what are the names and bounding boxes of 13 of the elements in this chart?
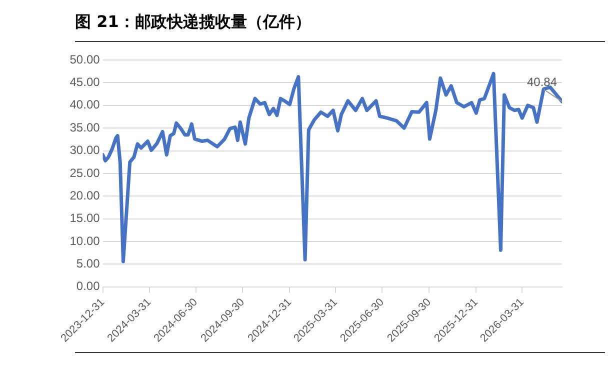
y-tick-label: 5.00 xyxy=(76,256,100,271)
y-tick-label: 35.00 xyxy=(70,120,100,134)
y-tick-label: 20.00 xyxy=(70,188,100,202)
y-tick-label: 50.00 xyxy=(70,52,100,66)
y-tick-label: 45.00 xyxy=(70,75,100,89)
y-tick-label: 40.00 xyxy=(70,98,100,112)
y-tick-label: 15.00 xyxy=(70,211,100,226)
y-tick-label: 25.00 xyxy=(70,166,100,180)
y-tick-label: 0.00 xyxy=(76,279,100,294)
annotation: 40.84 xyxy=(526,74,558,89)
chart-title: 图 21：邮政快递揽收量（亿件） xyxy=(75,12,605,42)
y-tick-label: 10.00 xyxy=(70,234,100,248)
y-tick-label: 30.00 xyxy=(70,143,100,158)
